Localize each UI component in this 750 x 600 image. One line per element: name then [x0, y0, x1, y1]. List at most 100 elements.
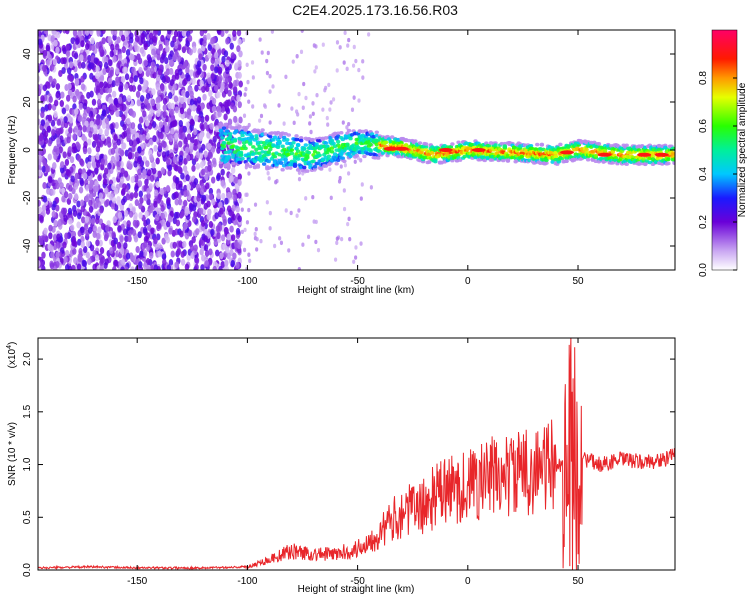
spectrogram-cell [228, 134, 233, 139]
spectrogram-cell [268, 134, 273, 139]
spectrogram-cell [84, 30, 90, 36]
spectrogram-cell [156, 48, 161, 56]
spectrogram-cell [122, 123, 127, 131]
spectrogram-x-label: Height of straight line (km) [298, 285, 415, 296]
spectrogram-cell [214, 51, 219, 59]
spectrogram-cell [168, 92, 173, 100]
snr-x-tick-label: -150 [127, 576, 147, 587]
spectrogram-cell [38, 118, 41, 126]
spectrogram-cell [181, 30, 187, 37]
spectrogram-cell [254, 136, 259, 141]
spectrogram-cell [232, 30, 237, 37]
spectrogram-cell [263, 145, 268, 150]
spectrogram-cell [237, 173, 242, 181]
spectrogram-cell [220, 234, 226, 242]
spectrogram-cell [56, 233, 61, 241]
spectrogram-cell [188, 229, 193, 237]
spectrogram-cell [271, 84, 275, 89]
spectrogram-cell [170, 114, 176, 122]
spectrogram-cell [134, 175, 139, 183]
spectrogram-cell [55, 127, 61, 135]
spectrogram-cell [72, 30, 78, 37]
spectrogram-cell [368, 152, 373, 157]
spectrogram-cell [169, 109, 175, 117]
spectrogram-cell [283, 157, 288, 162]
spectrogram-cell [116, 138, 121, 146]
spectrogram-cell [138, 211, 143, 219]
spectrogram-cell [519, 149, 525, 153]
spectrogram-cell [219, 207, 224, 215]
spectrogram-cell [650, 154, 656, 159]
spectrogram-cell [240, 229, 245, 235]
spectrogram-cell [79, 199, 85, 207]
spectrogram-cell [111, 80, 116, 88]
spectrogram-cell [298, 165, 304, 170]
spectrogram-cell [90, 44, 96, 52]
spectrogram-cell [75, 88, 80, 96]
colorbar-label: Normalized spectral amplitude [737, 82, 748, 217]
spectrogram-cell [162, 110, 167, 118]
spectrogram-cell [295, 54, 299, 59]
spectrogram-cell [99, 81, 104, 89]
spectrogram-cell [149, 206, 154, 214]
spectrogram-cell [242, 113, 247, 118]
spectrogram-cell [304, 95, 308, 101]
spectrogram-cell [266, 159, 271, 164]
spectrogram-cell [240, 133, 245, 138]
spectrogram-cell [117, 225, 122, 233]
spectrogram-cell [83, 141, 88, 149]
spectrogram-cell [457, 158, 463, 162]
spectrogram-cell [80, 94, 85, 102]
spectrogram-cell [67, 82, 72, 90]
spectrogram-cell [85, 42, 90, 50]
spectrogram-cell [597, 152, 612, 157]
spectrogram-cell [83, 172, 88, 180]
snr-scale-exp: 4 [6, 345, 13, 349]
spectrogram-cell [282, 121, 286, 126]
spectrogram-cell [172, 54, 178, 62]
spectrogram-cell [63, 191, 69, 199]
spectrogram-cell [111, 183, 116, 191]
spectrogram-cell [335, 240, 339, 246]
spectrogram-cell [107, 59, 113, 67]
spectrogram-cell [368, 148, 373, 152]
spectrogram-cell [153, 189, 159, 197]
spectrogram-cell [305, 154, 310, 159]
spectrogram-cell [250, 60, 255, 65]
spectrogram-cell [200, 219, 206, 227]
spectrogram-cell [295, 213, 299, 218]
spectrogram-cell [189, 98, 195, 106]
spectrogram-cell [59, 127, 64, 135]
spectrogram-cell [38, 30, 41, 35]
spectrogram-cell [49, 188, 54, 196]
spectrogram-cell [302, 81, 306, 87]
spectrogram-cell [166, 264, 172, 270]
colorbar-tick-label: 0.6 [698, 119, 709, 133]
spectrogram-cell [120, 75, 126, 83]
spectrogram-cell [50, 251, 55, 259]
spectrogram-cell [173, 141, 178, 149]
spectrogram-cell [230, 166, 236, 174]
spectrogram-cell [51, 30, 56, 36]
spectrogram-cell [336, 158, 341, 163]
spectrogram-cell [89, 90, 94, 98]
spectrogram-cell [232, 252, 237, 260]
spectrogram-cell [342, 60, 346, 65]
spectrogram-cell [170, 127, 175, 135]
spectrogram-cell [162, 141, 167, 149]
spectrogram-cell [174, 132, 179, 140]
spectrogram-cell [374, 130, 379, 135]
spectrogram-cell [282, 135, 287, 140]
spectrogram-cell [82, 102, 88, 110]
spectrogram-cell [47, 153, 52, 161]
spectrogram-cell [185, 91, 190, 99]
spectrogram-cell [164, 125, 169, 133]
spectrogram-cell [178, 132, 183, 140]
spectrogram-cell [297, 91, 301, 97]
spectrogram-cell [270, 30, 274, 34]
spectrogram-cell [119, 103, 124, 111]
spectrogram-cell [110, 43, 115, 51]
spectrogram-cell [38, 154, 43, 162]
spectrogram-cell [161, 151, 167, 159]
spectrogram-cell [359, 158, 363, 163]
